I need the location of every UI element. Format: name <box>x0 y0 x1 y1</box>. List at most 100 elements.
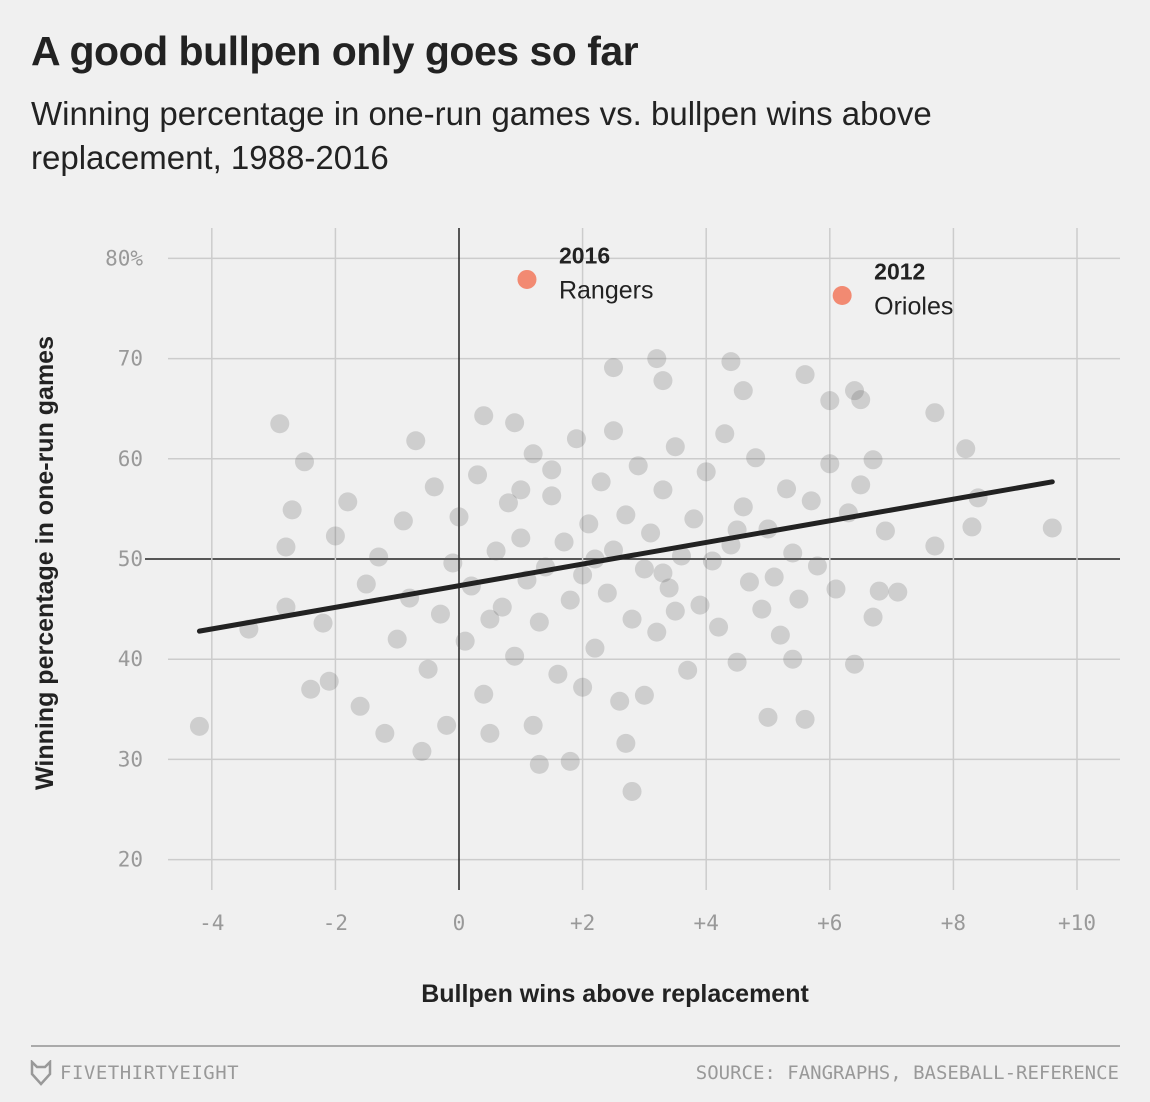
data-point <box>764 567 784 587</box>
data-point <box>498 493 518 513</box>
chart-subtitle: Winning percentage in one-run games vs. … <box>31 95 932 176</box>
data-point <box>474 406 494 426</box>
data-point <box>449 507 469 527</box>
data-point <box>585 638 605 658</box>
x-tick-label: -4 <box>199 911 224 935</box>
highlight-team-label: Orioles <box>874 292 953 320</box>
data-point <box>727 652 747 672</box>
data-point <box>634 559 654 579</box>
data-point <box>301 679 321 699</box>
x-tick-label: +8 <box>941 911 966 935</box>
data-point <box>443 553 463 573</box>
data-point <box>325 526 345 546</box>
data-point <box>641 523 661 543</box>
data-point <box>721 352 741 372</box>
data-point <box>863 450 883 470</box>
data-point <box>925 536 945 556</box>
x-tick-label: +4 <box>694 911 719 935</box>
data-point <box>554 532 574 552</box>
data-point <box>505 413 525 433</box>
data-point <box>597 583 617 603</box>
data-point <box>863 607 883 627</box>
data-point <box>338 492 358 512</box>
data-point <box>480 723 500 743</box>
data-point <box>542 460 562 480</box>
x-tick-label: +2 <box>570 911 595 935</box>
data-point <box>653 371 673 391</box>
data-point <box>295 452 314 472</box>
chart-title: A good bullpen only goes so far <box>31 28 639 74</box>
x-tick-label: +6 <box>817 911 842 935</box>
data-point <box>851 475 871 495</box>
x-tick-label: 0 <box>453 911 466 935</box>
data-point <box>560 590 580 610</box>
data-point <box>480 609 500 629</box>
data-point <box>313 613 333 633</box>
data-point <box>962 517 982 537</box>
data-point <box>783 649 803 669</box>
data-point <box>820 454 840 474</box>
data-point <box>387 629 407 649</box>
data-point <box>795 709 815 729</box>
data-point <box>529 754 549 774</box>
data-point <box>276 537 296 557</box>
data-point <box>752 599 772 619</box>
source-note: SOURCE: FANGRAPHS, BASEBALL-REFERENCE <box>695 1062 1119 1084</box>
data-point <box>276 597 296 617</box>
highlight-point <box>832 285 852 305</box>
data-point <box>604 540 623 560</box>
data-point <box>319 671 339 691</box>
data-point <box>548 664 568 684</box>
data-point <box>845 654 865 674</box>
y-tick-label: 30 <box>118 747 143 771</box>
data-point <box>356 574 376 594</box>
data-point <box>845 381 865 401</box>
data-point <box>653 480 673 500</box>
data-point <box>610 691 630 711</box>
data-point <box>566 429 586 449</box>
y-tick-label: 20 <box>118 848 143 872</box>
fivethirtyeight-fox-logo-icon <box>30 1060 52 1086</box>
data-point <box>437 715 457 735</box>
data-point <box>579 514 599 534</box>
data-point <box>529 612 549 632</box>
data-point <box>573 677 593 697</box>
data-point <box>709 617 729 637</box>
data-point <box>826 579 846 599</box>
brand-name: FIVETHIRTYEIGHT <box>60 1062 240 1084</box>
data-point <box>511 528 531 548</box>
trend-line <box>196 479 1055 634</box>
y-tick-label: 60 <box>118 447 143 471</box>
data-point <box>801 491 821 511</box>
data-point <box>424 477 444 497</box>
data-point <box>616 505 636 525</box>
data-point <box>702 551 722 571</box>
data-point <box>925 403 945 423</box>
data-point <box>622 609 642 629</box>
data-point <box>684 509 704 529</box>
data-point <box>628 456 648 476</box>
data-point <box>474 684 494 704</box>
data-point <box>634 685 654 705</box>
data-point <box>573 565 593 585</box>
highlight-year-label: 2012 <box>874 258 925 284</box>
y-axis-title: Winning percentage in one-run games <box>31 336 59 790</box>
data-point <box>733 497 753 517</box>
data-point <box>647 349 667 369</box>
data-point <box>869 581 889 601</box>
data-point <box>560 751 580 771</box>
data-point <box>393 511 413 531</box>
y-tick-label: 40 <box>118 647 143 671</box>
data-point <box>647 622 667 642</box>
data-point <box>189 716 209 736</box>
data-point <box>492 597 512 617</box>
data-point <box>746 448 766 468</box>
data-point <box>511 480 531 500</box>
data-point <box>665 437 685 457</box>
data-point <box>418 659 438 679</box>
data-point <box>523 715 543 735</box>
x-tick-label: -2 <box>323 911 348 935</box>
data-point <box>696 462 716 482</box>
data-point <box>690 595 710 615</box>
data-point <box>820 391 840 411</box>
